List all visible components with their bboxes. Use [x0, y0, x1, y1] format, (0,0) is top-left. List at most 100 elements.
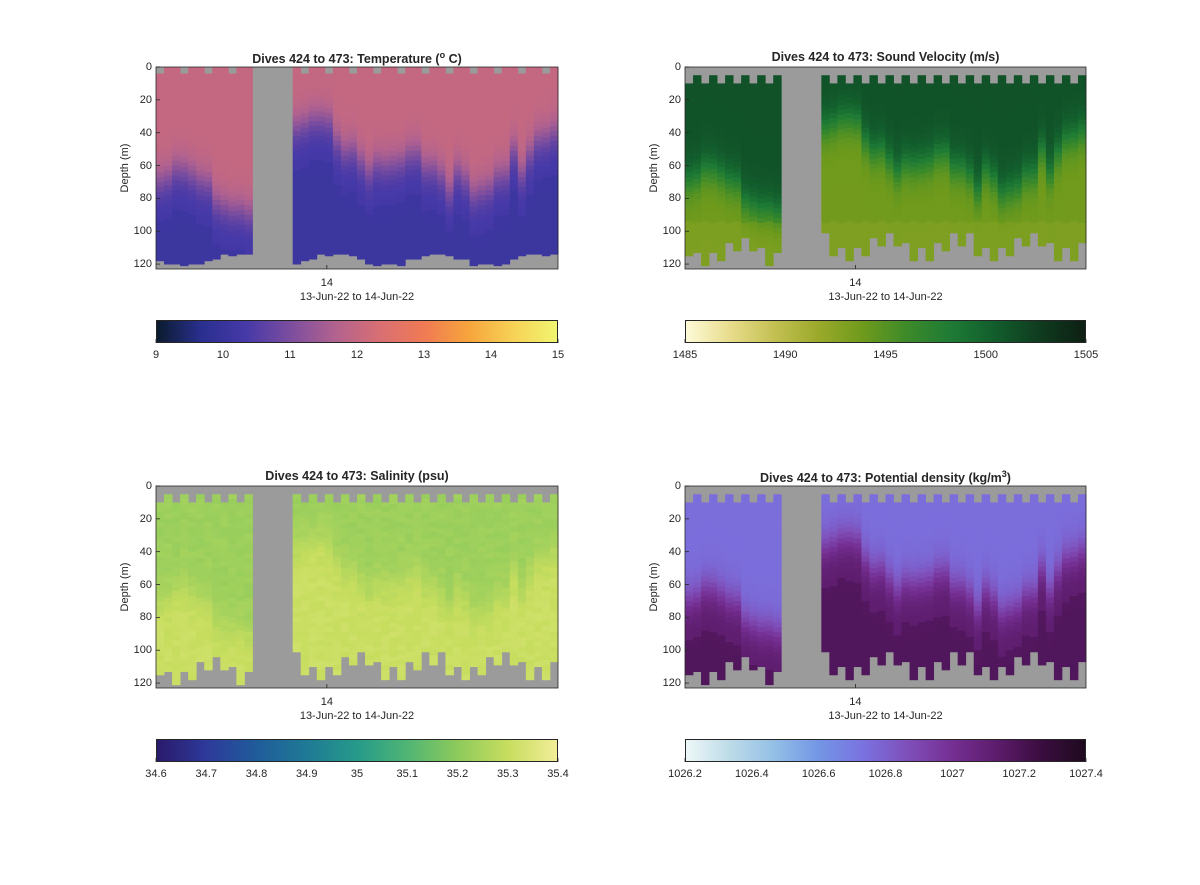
heatmap-cell [180, 167, 189, 173]
heatmap-cell [893, 196, 902, 203]
heatmap-cell [693, 198, 702, 204]
heatmap-cell [196, 135, 205, 142]
heatmap-cell [509, 150, 519, 157]
heatmap-cell [188, 67, 197, 73]
heatmap-cell [188, 254, 197, 260]
heatmap-cell [517, 206, 527, 212]
heatmap-cell [685, 137, 694, 143]
heatmap-cell [397, 122, 406, 129]
heatmap-cell [773, 80, 782, 86]
heatmap-cell [397, 167, 406, 173]
heatmap-cell [709, 237, 718, 244]
heatmap-cell [212, 200, 221, 206]
heatmap-cell [204, 162, 213, 168]
heatmap-cell [405, 249, 414, 255]
heatmap-cell [549, 224, 559, 230]
heatmap-cell [973, 88, 983, 94]
heatmap-cell [389, 204, 398, 211]
heatmap-cell [453, 254, 462, 260]
heatmap-cell [316, 190, 326, 196]
heatmap-cell [989, 206, 999, 212]
heatmap-cell [357, 165, 366, 171]
heatmap-cell [308, 214, 318, 221]
heatmap-cell [901, 114, 910, 120]
heatmap-cell [829, 98, 838, 104]
heatmap-cell [717, 191, 726, 198]
heatmap-cell [204, 112, 213, 119]
heatmap-cell [973, 206, 983, 212]
heatmap-cell [509, 111, 519, 117]
heatmap-cell [509, 200, 519, 206]
heatmap-cell [156, 241, 165, 247]
heatmap-cell [332, 195, 342, 201]
heatmap-cell [332, 86, 342, 93]
heatmap-cell [549, 140, 559, 147]
heatmap-cell [773, 232, 782, 239]
heatmap-cell [773, 94, 782, 101]
heatmap-cell [421, 93, 430, 99]
heatmap-cell [316, 160, 326, 166]
heatmap-cell [685, 502, 694, 508]
y-tick-label: 20 [139, 93, 152, 106]
heatmap-cell [869, 129, 878, 135]
heatmap-cell [292, 249, 302, 255]
heatmap-cell [685, 517, 694, 523]
heatmap-cell [348, 93, 358, 99]
heatmap-cell [909, 117, 918, 124]
heatmap-cell [485, 131, 495, 137]
heatmap-cell [389, 209, 398, 216]
heatmap-cell [685, 186, 694, 193]
heatmap-cell [757, 242, 766, 249]
heatmap-cell [517, 177, 527, 183]
heatmap-cell [837, 232, 846, 239]
heatmap-cell [869, 213, 878, 219]
heatmap-cell [701, 83, 710, 89]
heatmap-cell [493, 211, 503, 217]
heatmap-cell [693, 94, 702, 101]
heatmap-cell [501, 91, 511, 97]
heatmap-cell [941, 132, 951, 139]
heatmap-cell [533, 190, 543, 196]
heatmap-cell [397, 142, 406, 148]
heatmap-cell [957, 147, 967, 153]
heatmap-cell [357, 155, 366, 162]
heatmap-cell [461, 96, 470, 102]
heatmap-cell [701, 255, 710, 262]
heatmap-cell [180, 147, 189, 153]
heatmap-cell [381, 67, 390, 73]
heatmap-cell [180, 216, 189, 222]
heatmap-cell [324, 196, 334, 203]
heatmap-cell [461, 180, 470, 186]
heatmap-cell [397, 98, 406, 104]
heatmap-cell [941, 98, 951, 104]
heatmap-cell [749, 88, 758, 94]
heatmap-cell [549, 111, 559, 117]
heatmap-cell [709, 114, 718, 120]
heatmap-cell [741, 85, 750, 91]
heatmap-cell [348, 157, 358, 163]
heatmap-cell [821, 85, 830, 91]
heatmap-cell [957, 157, 967, 163]
x-axis-label: 13-Jun-22 to 14-Jun-22 [299, 291, 415, 303]
heatmap-cell [941, 241, 951, 247]
heatmap-cell [725, 223, 734, 229]
heatmap-cell [437, 185, 446, 191]
heatmap-cell [228, 206, 237, 212]
heatmap-cell [925, 142, 935, 148]
heatmap-cell [316, 150, 326, 157]
heatmap-cell [308, 135, 318, 142]
heatmap-cell [821, 213, 830, 219]
heatmap-cell [180, 231, 189, 237]
heatmap-cell [733, 88, 742, 94]
heatmap-cell [421, 196, 430, 203]
heatmap-cell [765, 216, 774, 222]
heatmap-cell [765, 186, 774, 193]
heatmap-cell [469, 216, 478, 222]
heatmap-cell [429, 219, 438, 226]
chart-title-text: Dives 424 to 473: Sound Velocity (m/s) [771, 50, 1000, 64]
heatmap-cell [933, 168, 943, 175]
heatmap-cell [861, 201, 870, 207]
heatmap-cell [725, 237, 734, 244]
heatmap-cell [493, 177, 503, 183]
heatmap-cell [220, 185, 229, 191]
